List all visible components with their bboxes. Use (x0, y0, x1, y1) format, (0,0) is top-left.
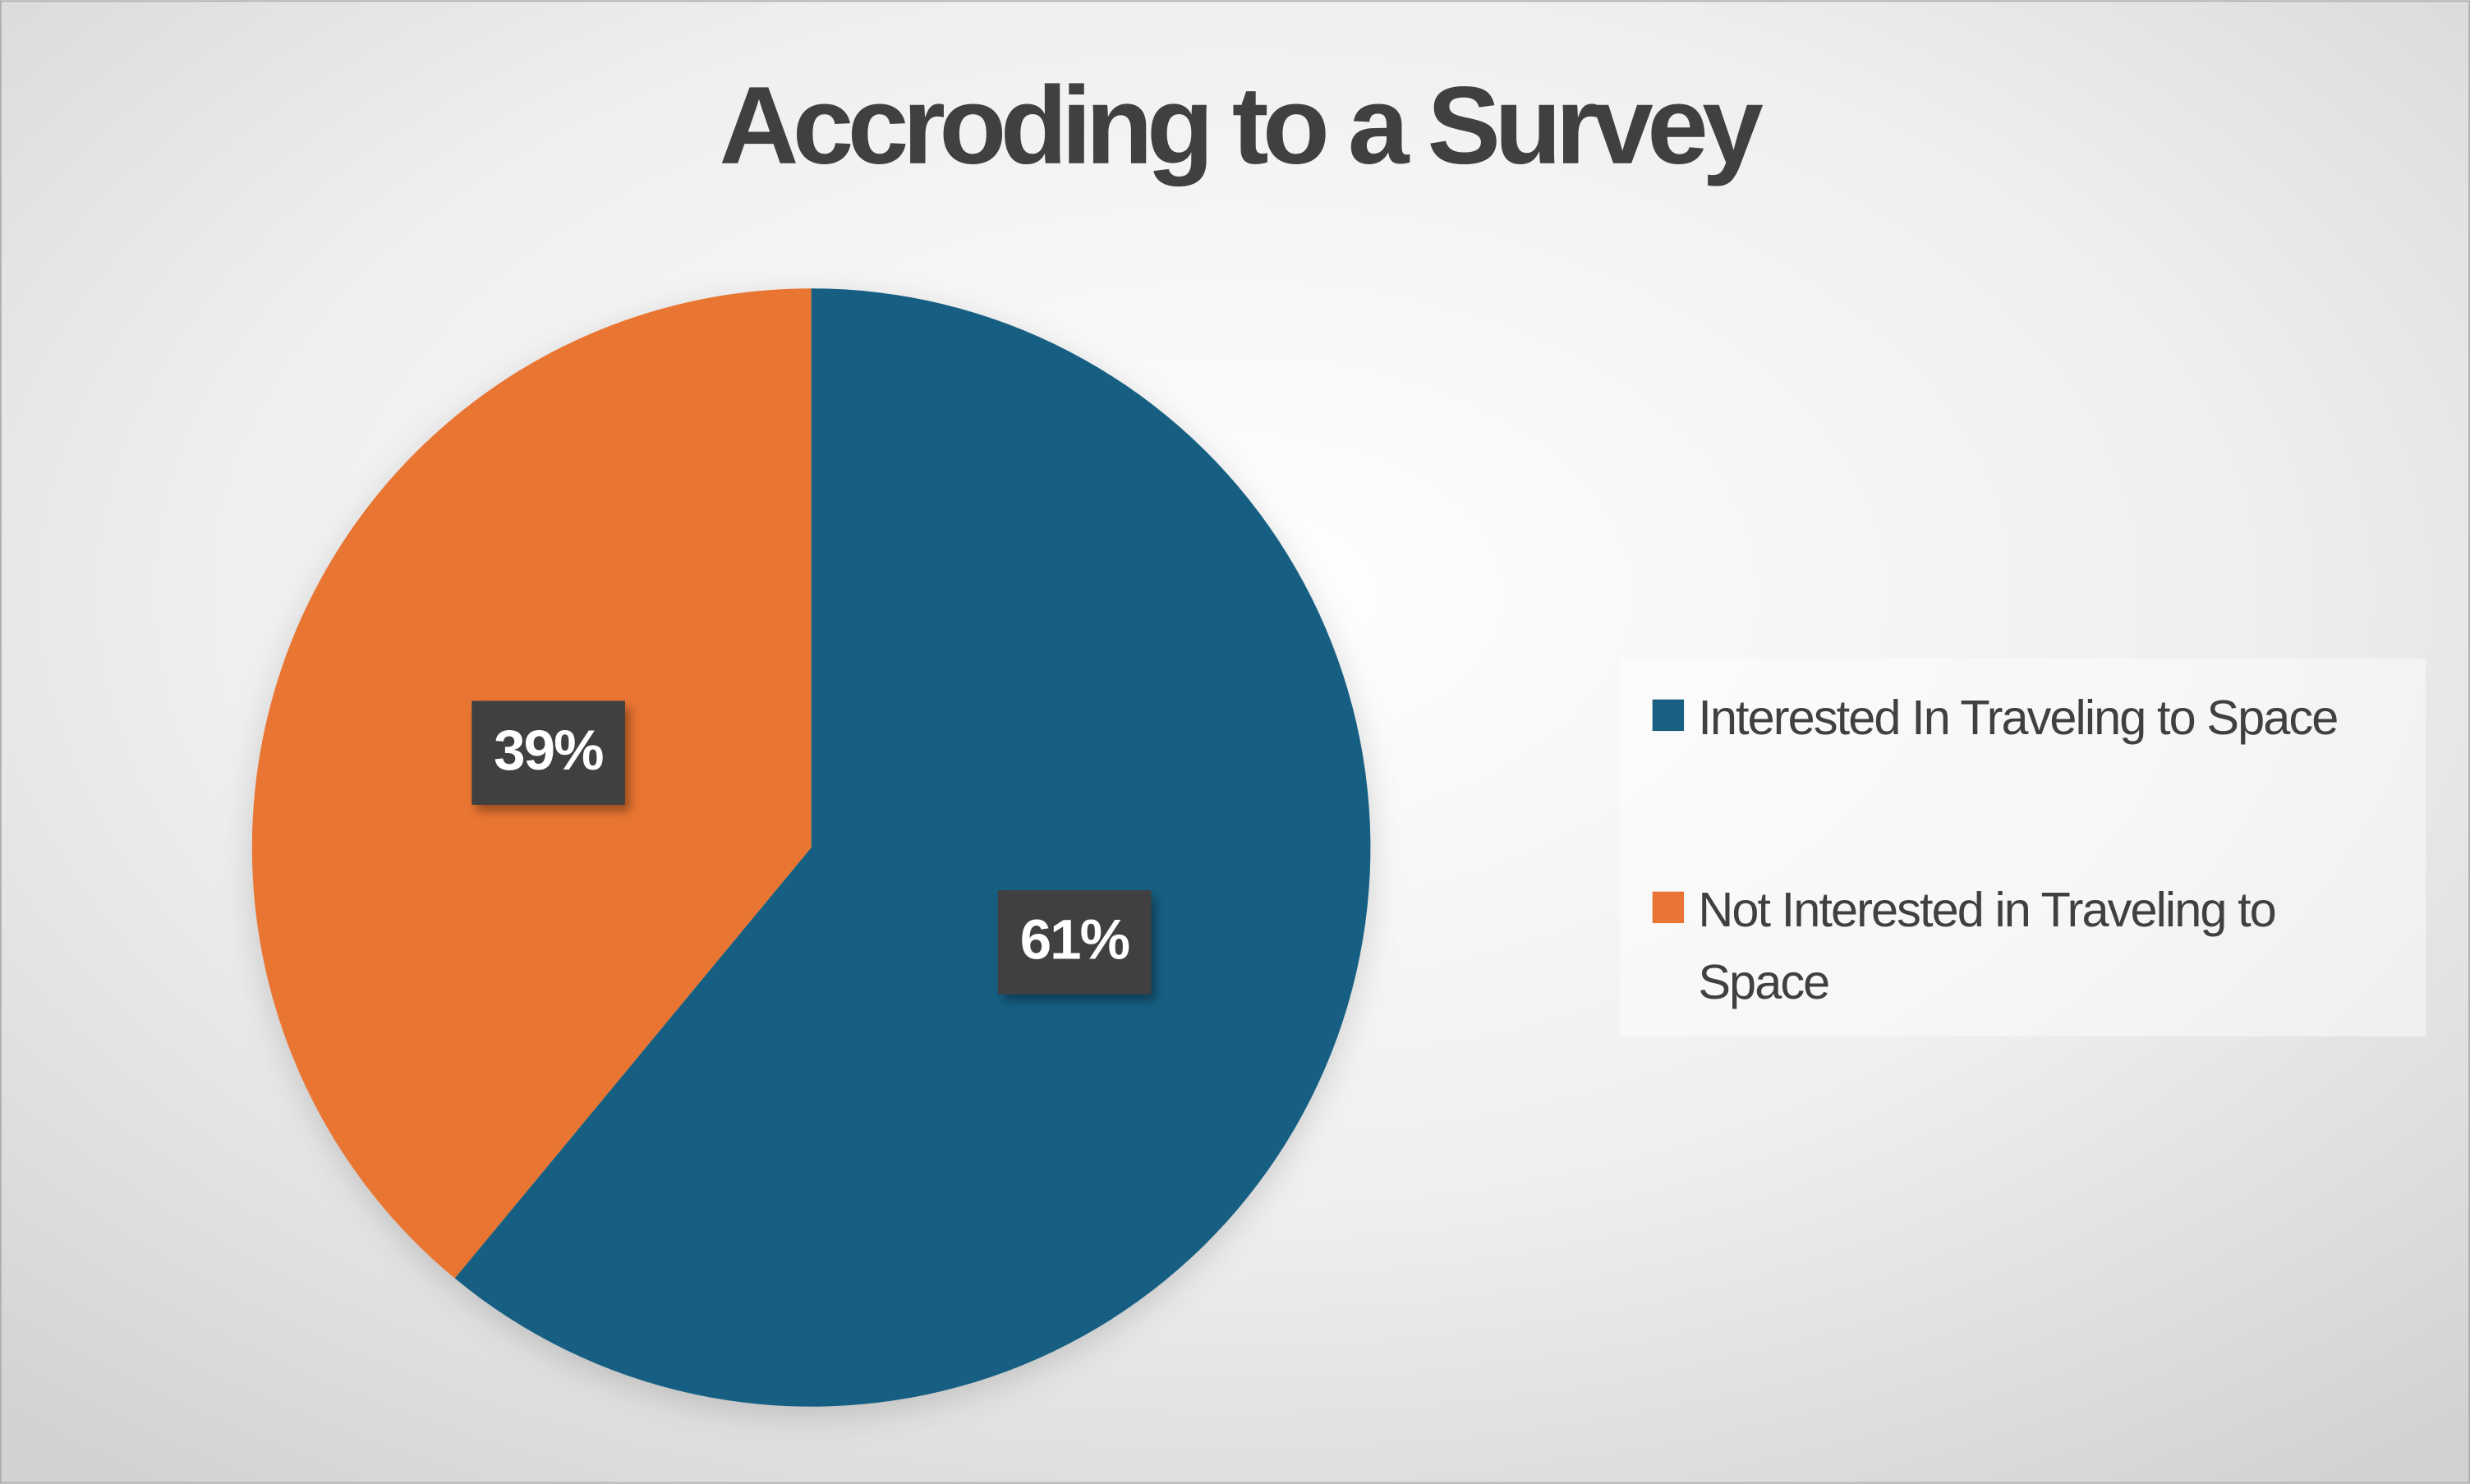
pie-slice (454, 288, 1371, 1407)
data-label-box (471, 701, 625, 805)
data-label: 39% (494, 719, 603, 782)
data-labels: 61% 39% (471, 701, 1152, 995)
legend-swatch (1652, 699, 1685, 732)
legend-label: Not Interested in Traveling to Space (1698, 882, 2276, 1010)
legend-item: Not Interested in Traveling to Space (1698, 882, 2276, 1010)
legend-item: Interested In Traveling to Space (1698, 690, 2339, 746)
pie (251, 288, 1371, 1407)
legend-label: Interested In Traveling to Space (1698, 690, 2339, 746)
data-label-box (997, 890, 1152, 995)
data-label: 61% (1020, 907, 1129, 971)
legend: Interested In Traveling to Space Not Inte… (1652, 690, 2339, 1010)
legend-swatch (1652, 891, 1685, 924)
chart-title: Accroding to a Survey (720, 64, 1764, 187)
legend-box (1619, 658, 2426, 1037)
